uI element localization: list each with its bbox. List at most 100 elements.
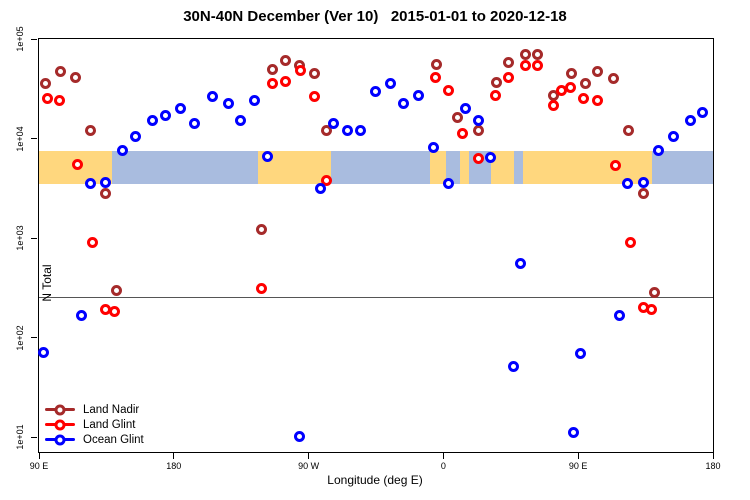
data-point-ocean-glint [130,131,142,143]
data-point-land-glint [429,71,441,83]
x-tick [38,453,40,459]
data-point-land-nadir [110,285,122,297]
data-point-ocean-glint [146,114,158,126]
data-point-ocean-glint [188,117,200,129]
y-tick [31,237,37,239]
data-point-land-nadir [100,187,112,199]
y-tick-label: 1e+05 [15,26,25,52]
data-point-land-nadir [55,65,67,77]
x-tick [577,453,579,459]
reference-line [39,297,713,299]
data-point-land-glint [564,82,576,94]
data-point-land-glint [53,94,65,106]
data-point-land-nadir [280,55,292,67]
y-tick-label: 1e+03 [15,225,25,251]
data-point-land-glint [531,59,543,71]
y-tick-label: 1e+01 [15,424,25,450]
data-point-ocean-glint [175,102,187,114]
data-point-land-nadir [320,124,332,136]
data-point-ocean-glint [248,94,260,106]
data-point-land-nadir [608,72,620,84]
y-tick [31,436,37,438]
data-point-ocean-glint [85,177,97,189]
data-point-land-nadir [308,68,320,80]
data-point-ocean-glint [567,426,579,438]
data-point-ocean-glint [235,114,247,126]
data-point-ocean-glint [370,86,381,98]
data-point-land-nadir [648,287,660,298]
data-point-ocean-glint [684,114,696,126]
x-tick-label: 180 [166,461,182,471]
data-point-land-glint [308,91,320,103]
data-point-ocean-glint [293,431,305,442]
map-band-segment-ocean [513,150,523,184]
legend-item-label: Land Nadir [83,403,140,416]
data-point-land-nadir [591,65,603,77]
data-point-land-glint [295,64,307,76]
map-band-segment-ocean [331,150,430,184]
data-point-ocean-glint [398,98,410,110]
data-point-land-glint [256,282,268,294]
data-point-land-nadir [266,63,278,75]
land-nadir-marker-icon [45,403,75,416]
legend-item-ocean-glint: Ocean Glint [45,432,144,447]
data-point-land-nadir [85,124,97,136]
map-band-segment-ocean [651,150,713,184]
data-point-ocean-glint [413,89,425,101]
data-point-land-glint [591,94,603,106]
data-point-land-nadir [256,224,268,236]
data-point-ocean-glint [614,309,626,321]
x-tick-label: 90 W [298,461,320,471]
data-point-ocean-glint [621,177,633,189]
data-point-ocean-glint [384,78,396,90]
data-point-ocean-glint [638,176,650,188]
data-point-ocean-glint [223,98,235,110]
data-point-ocean-glint [485,151,497,163]
data-point-land-nadir [531,49,543,61]
legend-item-label: Land Glint [83,418,136,431]
data-point-land-glint [109,306,121,318]
data-point-ocean-glint [575,348,587,360]
ocean-glint-marker-icon [45,433,75,446]
data-point-land-glint [503,71,515,83]
map-band-segment-land [429,150,447,184]
data-point-land-nadir [40,78,52,90]
data-point-ocean-glint [116,144,128,156]
y-axis-label: N Total [40,264,54,302]
data-point-ocean-glint [341,124,353,136]
x-tick-label: 90 E [568,461,588,471]
chart-title: 30N-40N December (Ver 10) 2015-01-01 to … [183,8,567,25]
data-point-land-nadir [431,58,443,70]
y-tick [31,38,37,40]
plot-area: Land Nadir Land Glint Ocean Glint 90 E 18… [15,26,721,471]
data-point-land-nadir [491,77,503,89]
x-tick-label: 180 [705,461,721,471]
data-point-ocean-glint [507,361,519,373]
data-point-land-glint [41,92,53,104]
data-point-land-nadir [70,71,82,83]
map-band-segment-land [522,150,652,184]
x-axis-label: Longitude (deg E) [327,473,423,487]
data-point-ocean-glint [160,109,172,121]
data-point-land-nadir [579,78,591,90]
data-point-ocean-glint [328,117,340,129]
data-point-land-glint [86,236,98,248]
data-point-land-glint [578,92,590,104]
map-band-segment-land [459,150,469,184]
data-point-ocean-glint [473,114,485,126]
x-tick-label: 90 E [29,461,49,471]
legend: Land Nadir Land Glint Ocean Glint [45,402,144,447]
legend-item-land-glint: Land Glint [45,417,144,432]
map-band-segment-ocean [446,150,460,184]
legend-item-land-nadir: Land Nadir [45,402,144,417]
x-tick [173,453,175,459]
y-tick [31,138,37,139]
data-point-land-glint [645,303,657,315]
data-point-ocean-glint [355,124,367,136]
data-point-ocean-glint [459,102,471,114]
y-tick [31,337,37,338]
data-point-ocean-glint [443,177,455,189]
data-point-land-glint [609,159,621,171]
data-point-land-glint [266,78,278,90]
data-point-land-nadir [473,124,485,136]
